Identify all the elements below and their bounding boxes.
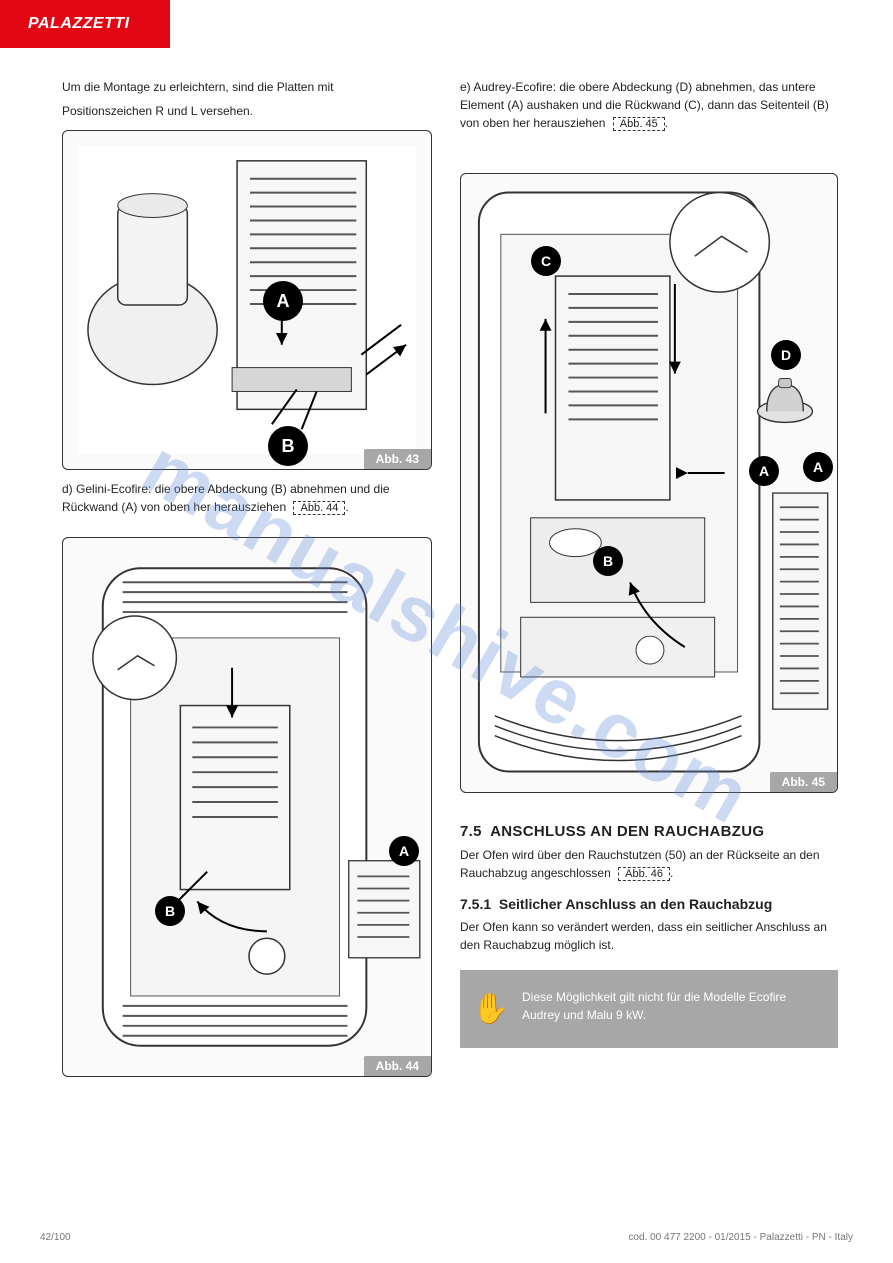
figure-44-panel-a	[347, 856, 425, 966]
section-7-5-body: Der Ofen wird über den Rauchstutzen (50)…	[460, 846, 838, 883]
figure-44: A B Abb. 44	[62, 537, 432, 1077]
figure-45-panel-a	[771, 482, 833, 722]
step-e-prefix: e)	[460, 80, 471, 94]
brand-logo: PALAZZETTI	[0, 0, 170, 48]
figure-45-callout-b: B	[593, 546, 623, 576]
figure-44-callout-b: B	[155, 896, 185, 926]
step-d-prefix: d)	[62, 482, 73, 496]
figure-43-callout-a: A	[263, 281, 303, 321]
warning-box: ✋ Diese Möglichkeit gilt nicht für die M…	[460, 970, 838, 1048]
figure-45: C D A A B Abb. 45	[460, 173, 838, 793]
left-column: Um die Montage zu erleichtern, sind die …	[62, 78, 432, 1077]
figure-45-callout-a-panel: A	[803, 452, 833, 482]
section-7-5-1-title: 7.5.1 Seitlicher Anschluss an den Raucha…	[460, 896, 838, 912]
figure-45-callout-d: D	[771, 340, 801, 370]
step-d: d) Gelini-Ecofire: die obere Abdeckung (…	[62, 480, 432, 517]
page-footer: 42/100 cod. 00 477 2200 - 01/2015 - Pala…	[40, 1232, 853, 1243]
figure-45-callout-c: C	[531, 246, 561, 276]
section-7-5-num: 7.5	[460, 823, 482, 840]
stop-hand-icon: ✋	[472, 992, 509, 1027]
step-e-figref: Abb. 45	[613, 117, 665, 131]
intro-text-b: Positionszeichen R und L versehen.	[62, 102, 432, 120]
figure-43-callout-b: B	[268, 426, 308, 466]
step-d-figref: Abb. 44	[293, 501, 345, 515]
figure-43-svg	[63, 131, 431, 469]
warning-text: Diese Möglichkeit gilt nicht für die Mod…	[522, 988, 822, 1024]
right-column: e) Audrey-Ecofire: die obere Abdeckung (…	[460, 78, 838, 1048]
figure-44-svg	[63, 538, 431, 1076]
footer-doc-code: cod. 00 477 2200 - 01/2015 - Palazzetti …	[628, 1232, 853, 1243]
section-7-5-title: 7.5 ANSCHLUSS AN DEN RAUCHABZUG	[460, 823, 838, 840]
section-7-5-1: 7.5.1 Seitlicher Anschluss an den Raucha…	[460, 896, 838, 954]
section-7-5-1-num: 7.5.1	[460, 896, 491, 912]
figure-45-cap-d	[753, 374, 817, 426]
figure-45-caption: Abb. 45	[770, 772, 837, 792]
section-7-5: 7.5 ANSCHLUSS AN DEN RAUCHABZUG Der Ofen…	[460, 823, 838, 883]
intro-text-a: Um die Montage zu erleichtern, sind die …	[62, 78, 432, 96]
figure-45-callout-a-side: A	[749, 456, 779, 486]
figure-44-callout-a: A	[389, 836, 419, 866]
step-e: e) Audrey-Ecofire: die obere Abdeckung (…	[460, 78, 838, 133]
section-7-5-figref: Abb. 46	[618, 867, 670, 881]
section-7-5-1-body: Der Ofen kann so verändert werden, dass …	[460, 918, 838, 954]
figure-43-caption: Abb. 43	[364, 449, 431, 469]
section-7-5-heading: ANSCHLUSS AN DEN RAUCHABZUG	[490, 823, 764, 840]
figure-43: A B Abb. 43	[62, 130, 432, 470]
section-7-5-1-heading: Seitlicher Anschluss an den Rauchabzug	[499, 896, 772, 912]
figure-44-caption: Abb. 44	[364, 1056, 431, 1076]
footer-page-number: 42/100	[40, 1232, 71, 1243]
brand-text: PALAZZETTI	[28, 15, 130, 33]
